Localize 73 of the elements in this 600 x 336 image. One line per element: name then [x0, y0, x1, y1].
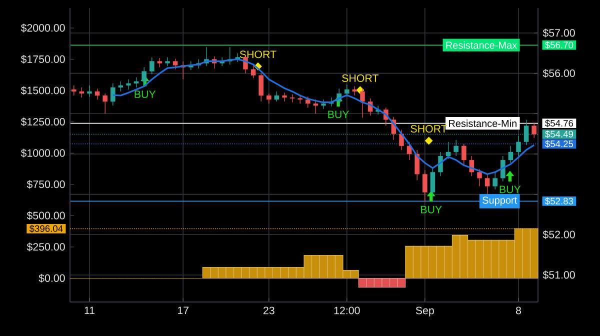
annotation: BUY — [500, 186, 521, 194]
candlestick — [172, 58, 178, 70]
annotation: BUY — [134, 90, 156, 98]
candlestick — [274, 91, 280, 102]
candlestick — [500, 156, 506, 182]
y-tick-label: $1000.00 — [20, 148, 65, 158]
y-tick-label: $2000.00 — [20, 24, 65, 32]
candlestick — [87, 85, 92, 98]
candlestick — [71, 85, 76, 96]
candlestick — [126, 79, 131, 90]
x-tick-label: 8 — [516, 306, 521, 314]
candlestick — [430, 168, 436, 197]
y2-tick-label: $54.49 — [545, 130, 574, 138]
candlestick — [157, 58, 162, 68]
x-tick-label: 11 — [84, 306, 95, 314]
candlestick — [165, 56, 170, 66]
ref-line-label: Resistance-Max — [446, 41, 518, 49]
ref-line-label: Support — [482, 196, 518, 206]
candlestick — [94, 88, 100, 100]
candlestick — [142, 66, 147, 85]
candlestick — [454, 140, 459, 156]
candlestick — [414, 150, 420, 181]
y-tick-label: $250.00 — [26, 242, 65, 252]
x-tick-label: 12:00 — [334, 306, 360, 314]
x-tick-label: 23 — [264, 306, 274, 314]
y-tick-label: $1750.00 — [20, 54, 65, 64]
candlestick — [461, 144, 466, 166]
candlestick — [446, 142, 451, 160]
candlestick — [282, 92, 287, 102]
y2-tick-label: $54.25 — [545, 140, 574, 148]
candlestick — [360, 88, 365, 118]
annotation: SHORT — [240, 50, 276, 58]
y2-tick-label: $54.76 — [545, 120, 574, 128]
candlestick — [532, 122, 537, 138]
candlestick — [406, 142, 412, 160]
y2-tick-label: $52.00 — [542, 230, 575, 239]
candlestick — [149, 56, 154, 74]
candlestick — [344, 84, 350, 98]
y-tick-label: $1500.00 — [20, 86, 65, 95]
y2-tick-label: $56.00 — [542, 69, 575, 78]
annotation: SHORT — [410, 125, 448, 133]
x-tick-label: 17 — [178, 306, 188, 314]
candlestick — [118, 81, 124, 92]
candlestick — [399, 129, 404, 150]
ref-line-label: Resistance-Min — [449, 120, 516, 128]
candlestick — [508, 146, 514, 164]
candlestick — [110, 83, 116, 106]
y2-tick-label: $56.70 — [545, 41, 574, 49]
annotation: SHORT — [342, 74, 378, 82]
candlestick — [313, 99, 318, 114]
candlestick — [352, 86, 358, 96]
candlestick — [102, 93, 108, 114]
candlestick — [266, 93, 272, 104]
x-tick-label: Sep — [416, 306, 434, 316]
y2-tick-label: $52.83 — [545, 197, 574, 205]
candlestick — [258, 72, 264, 102]
candlestick — [321, 99, 326, 110]
annotation: BUY — [328, 110, 350, 118]
candlestick — [477, 168, 482, 187]
y2-tick-label: $51.00 — [542, 270, 575, 280]
y-tick-label: $500.00 — [26, 211, 65, 220]
y-tick-label: $750.00 — [26, 180, 65, 189]
candlestick — [134, 77, 139, 88]
candlestick — [492, 172, 498, 190]
y-tick-label: $0.00 — [38, 274, 65, 283]
y2-tick-label: $57.00 — [542, 28, 575, 38]
y-tick-label: $396.04 — [29, 224, 63, 232]
annotation: BUY — [421, 206, 442, 214]
candlestick — [250, 64, 256, 78]
candlestick — [79, 87, 84, 98]
candlestick — [484, 174, 490, 195]
candlestick — [422, 170, 428, 202]
y-tick-label: $1250.00 — [20, 118, 65, 126]
